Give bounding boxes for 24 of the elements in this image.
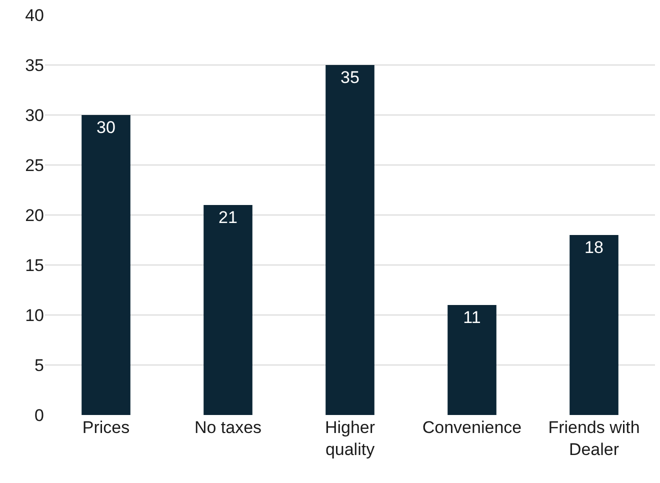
bar — [82, 115, 130, 415]
y-tick-label: 20 — [25, 206, 44, 225]
bar — [448, 305, 496, 415]
y-tick-label: 40 — [25, 6, 44, 25]
bar — [204, 205, 252, 415]
x-tick-label: Friends with Dealer — [548, 418, 640, 460]
data-label: 35 — [340, 68, 360, 87]
y-tick-label: 10 — [25, 306, 44, 325]
bar — [570, 235, 618, 415]
x-tick-label: Prices — [82, 418, 130, 437]
data-label: 18 — [584, 238, 604, 257]
x-tick-label: Convenience — [422, 418, 522, 437]
x-tick-label: No taxes — [194, 418, 262, 437]
y-tick-label: 35 — [25, 56, 44, 75]
data-label: 21 — [218, 208, 238, 227]
y-tick-label: 30 — [25, 106, 44, 125]
y-tick-label: 0 — [34, 406, 44, 425]
y-tick-label: 5 — [34, 356, 44, 375]
y-tick-label: 15 — [25, 256, 44, 275]
data-label: 11 — [463, 308, 481, 327]
data-label: 30 — [96, 118, 116, 137]
y-tick-label: 25 — [25, 156, 44, 175]
bar — [326, 65, 374, 415]
x-tick-label: Higher quality — [324, 418, 376, 460]
